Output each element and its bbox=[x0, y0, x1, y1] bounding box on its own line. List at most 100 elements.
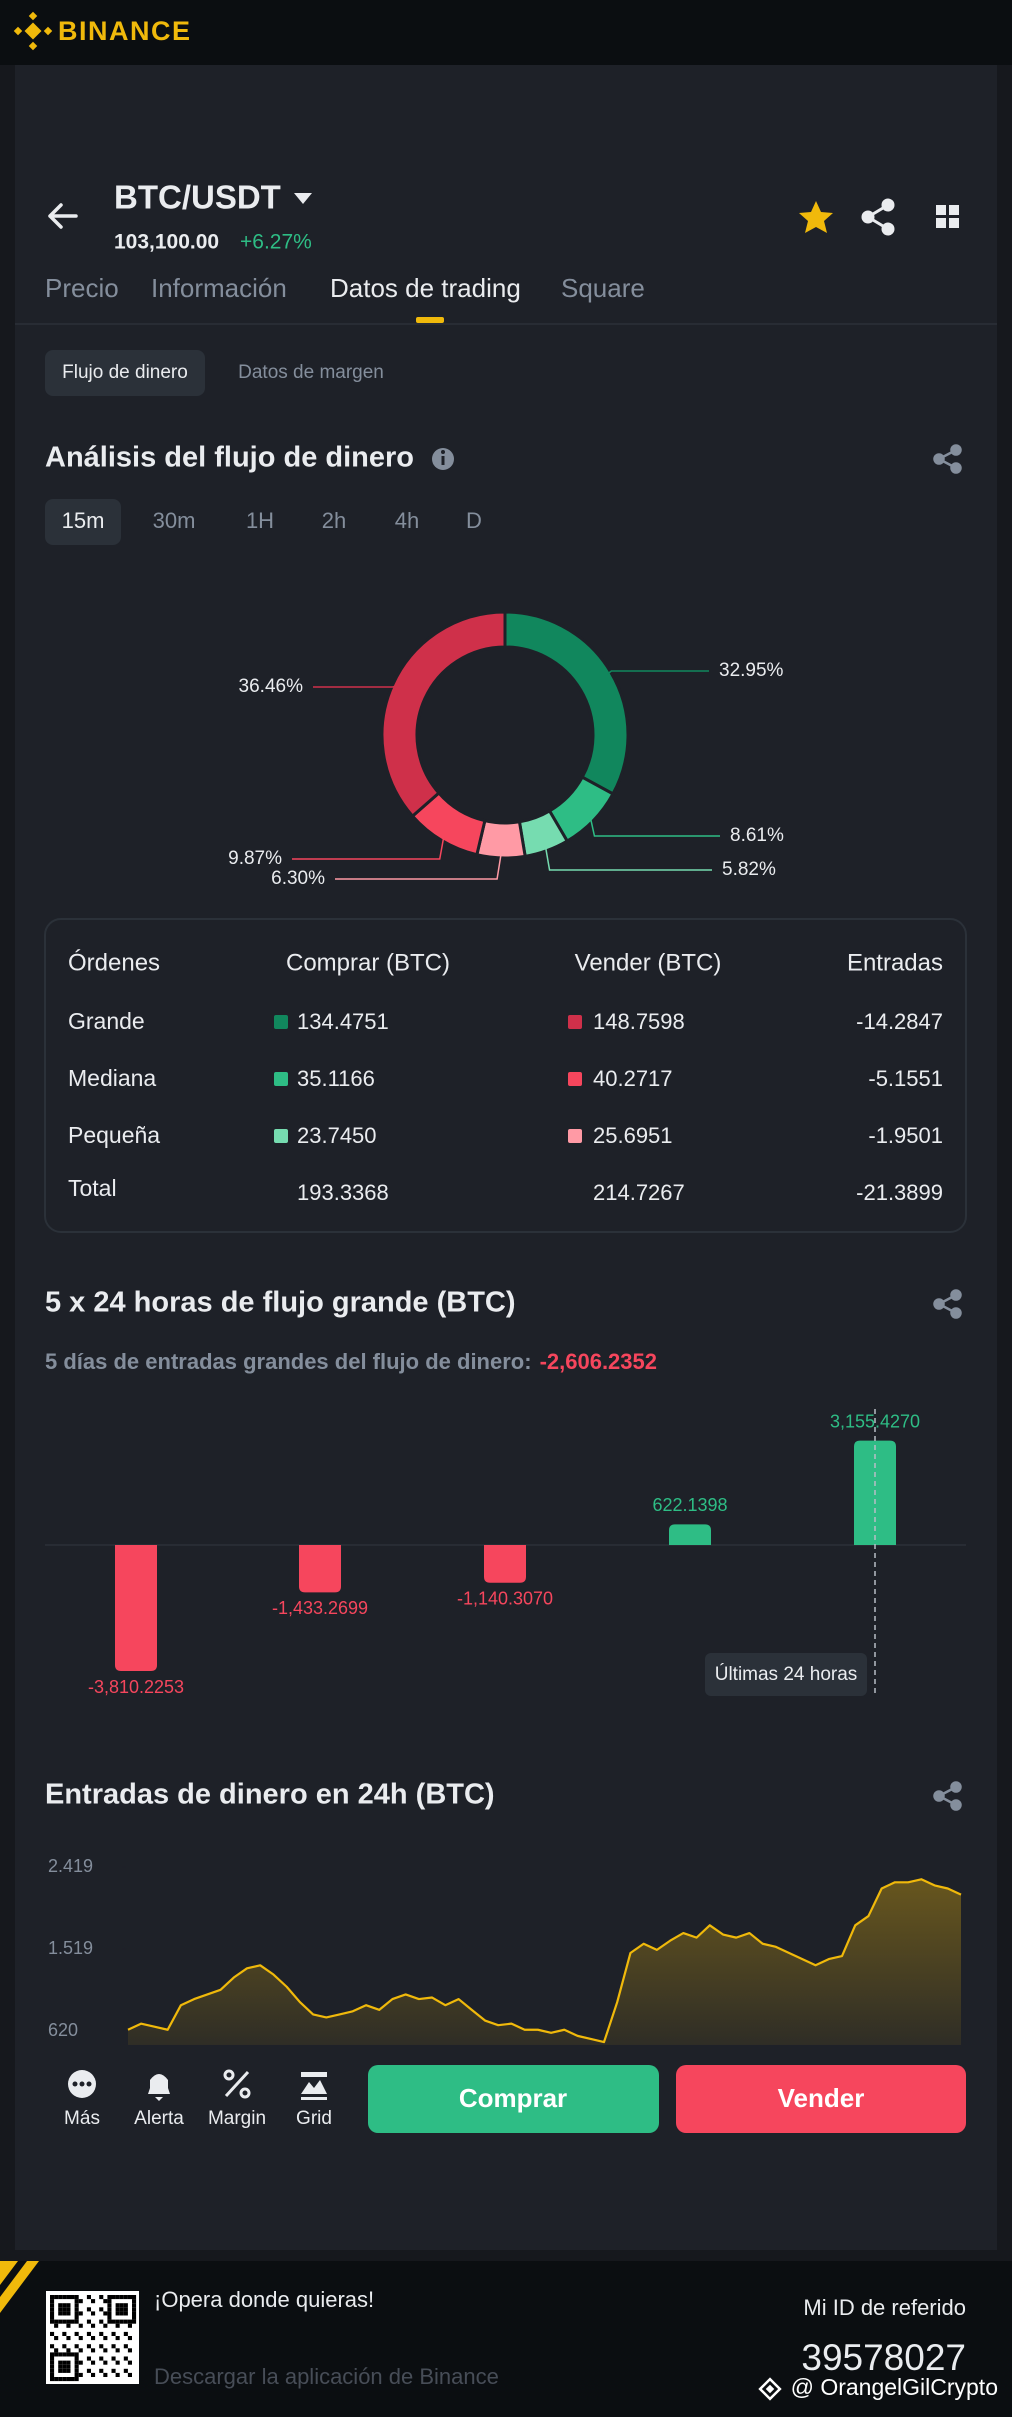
table-header: Órdenes bbox=[68, 949, 160, 976]
qr-module bbox=[123, 2319, 128, 2324]
qr-module bbox=[58, 2295, 63, 2300]
qr-module bbox=[86, 2331, 91, 2336]
leader-line bbox=[335, 853, 502, 880]
pair-dropdown[interactable] bbox=[294, 193, 312, 204]
leader-line bbox=[292, 836, 445, 860]
cell: -5.1551 bbox=[868, 1066, 943, 1091]
qr-module bbox=[91, 2360, 96, 2365]
alert-icon[interactable] bbox=[148, 2074, 170, 2101]
interval[interactable]: 1H bbox=[246, 508, 274, 533]
grid-icon[interactable] bbox=[301, 2072, 327, 2100]
section-title: Análisis del flujo de dinero bbox=[45, 442, 414, 474]
y-tick-label: 1.519 bbox=[48, 1938, 93, 1958]
qr-module bbox=[123, 2368, 128, 2373]
qr-module bbox=[115, 2319, 120, 2324]
y-tick-label: 620 bbox=[48, 2020, 78, 2040]
favorite-icon[interactable] bbox=[799, 201, 833, 233]
qr-module bbox=[58, 2303, 63, 2308]
share-icon[interactable] bbox=[933, 1781, 962, 1811]
qr-module bbox=[78, 2299, 83, 2304]
cell: 134.4751 bbox=[297, 1009, 389, 1034]
interval[interactable]: D bbox=[466, 508, 482, 533]
back-button[interactable] bbox=[48, 203, 78, 229]
buy-swatch bbox=[274, 1015, 288, 1029]
qr-module bbox=[62, 2364, 67, 2369]
brand: BINANCE bbox=[58, 16, 192, 46]
qr-module bbox=[66, 2323, 71, 2328]
qr-module bbox=[62, 2307, 67, 2312]
interval-active-bg bbox=[45, 499, 121, 545]
tab[interactable]: Precio bbox=[45, 273, 119, 303]
sell-label[interactable]: Vender bbox=[778, 2083, 865, 2113]
qr-module bbox=[86, 2319, 91, 2324]
share-icon[interactable] bbox=[933, 1289, 962, 1319]
qr-module bbox=[123, 2344, 128, 2349]
qr-module bbox=[74, 2319, 79, 2324]
toolbar-label[interactable]: Margin bbox=[208, 2108, 266, 2129]
buy-button[interactable] bbox=[368, 2065, 659, 2133]
qr-module bbox=[119, 2311, 124, 2316]
buy-label[interactable]: Comprar bbox=[459, 2083, 567, 2113]
share-icon[interactable] bbox=[861, 198, 895, 236]
bar bbox=[299, 1545, 341, 1593]
qr-module bbox=[66, 2348, 71, 2353]
qr-module bbox=[107, 2295, 112, 2300]
cell: -14.2847 bbox=[856, 1009, 943, 1034]
sell-button[interactable] bbox=[676, 2065, 966, 2133]
tab[interactable]: Square bbox=[561, 273, 645, 303]
info-icon[interactable] bbox=[432, 448, 454, 470]
y-tick-label: 2.419 bbox=[48, 1856, 93, 1876]
share-icon[interactable] bbox=[933, 444, 962, 474]
interval[interactable]: 2h bbox=[322, 508, 346, 533]
qr-module bbox=[70, 2295, 75, 2300]
qr-module bbox=[107, 2311, 112, 2316]
qr-module bbox=[74, 2303, 79, 2308]
bar-label: -1,433.2699 bbox=[272, 1598, 368, 1618]
leader-line bbox=[544, 846, 712, 871]
tab[interactable]: Información bbox=[151, 273, 287, 303]
bar-label: -1,140.3070 bbox=[457, 1588, 553, 1608]
subtab[interactable]: Flujo de dinero bbox=[62, 362, 188, 383]
qr-module bbox=[78, 2311, 83, 2316]
toolbar-label[interactable]: Más bbox=[64, 2108, 100, 2129]
qr-module bbox=[132, 2303, 137, 2308]
qr-module bbox=[132, 2299, 137, 2304]
toolbar-label[interactable]: Grid bbox=[296, 2108, 332, 2129]
margin-icon[interactable] bbox=[223, 2069, 251, 2099]
table-header: Entradas bbox=[847, 949, 943, 976]
pair-symbol[interactable]: BTC/USDT bbox=[114, 179, 281, 216]
interval[interactable]: 4h bbox=[395, 508, 419, 533]
donut-label: 6.30% bbox=[271, 868, 325, 889]
qr-module bbox=[132, 2319, 137, 2324]
pair-price: 103,100.00 bbox=[114, 231, 219, 254]
donut-label: 36.46% bbox=[239, 676, 304, 697]
cell: 35.1166 bbox=[297, 1066, 375, 1091]
toolbar-label[interactable]: Alerta bbox=[134, 2108, 184, 2129]
qr-module bbox=[78, 2372, 83, 2377]
more-icon[interactable] bbox=[68, 2070, 96, 2098]
subtab[interactable]: Datos de margen bbox=[238, 362, 384, 383]
interval[interactable]: 15m bbox=[62, 508, 105, 533]
qr-module bbox=[74, 2307, 79, 2312]
qr-module bbox=[66, 2360, 71, 2365]
qr-module bbox=[50, 2307, 55, 2312]
layout-icon[interactable] bbox=[936, 205, 959, 228]
footer-download: Descargar la aplicación de Binance bbox=[154, 2364, 499, 2389]
referral-id: 39578027 bbox=[801, 2337, 966, 2378]
qr-module bbox=[54, 2352, 59, 2357]
qr-module bbox=[66, 2311, 71, 2316]
subtitle-value: -2,606.2352 bbox=[540, 1349, 657, 1374]
watermark-logo bbox=[758, 2377, 782, 2401]
qr-module bbox=[123, 2331, 128, 2336]
qr-module bbox=[54, 2348, 59, 2353]
qr-module bbox=[127, 2319, 132, 2324]
qr-module bbox=[50, 2377, 55, 2382]
interval[interactable]: 30m bbox=[153, 508, 196, 533]
qr-module bbox=[111, 2295, 116, 2300]
qr-module bbox=[115, 2348, 120, 2353]
share-link bbox=[936, 1293, 957, 1315]
annotation: Últimas 24 horas bbox=[715, 1663, 858, 1685]
watermark: @ OrangelGilCrypto bbox=[791, 2374, 998, 2400]
tab[interactable]: Datos de trading bbox=[330, 273, 521, 303]
qr-module bbox=[50, 2303, 55, 2308]
